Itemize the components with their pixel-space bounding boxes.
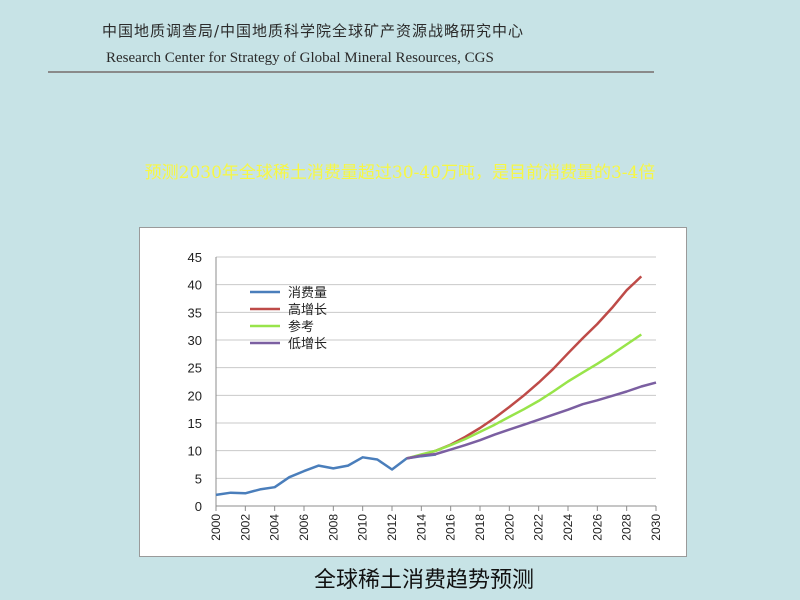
y-tick-label: 35 [188,305,202,320]
y-tick-label: 40 [188,278,202,293]
series-line-0 [215,453,437,497]
x-tick-label: 2026 [590,514,604,541]
slide-headline: 预测2030年全球稀土消费量超过30-40万吨，是目前消费量的3-4倍 [144,163,656,183]
x-tick-label: 2012 [385,514,399,541]
series-line-2 [406,333,643,460]
x-tick-label: 2016 [444,514,458,541]
legend-label: 消费量 [288,286,327,301]
header-title-cn: 中国地质调查局/中国地质科学院全球矿产资源战略研究中心 [102,22,525,40]
y-tick-label: 15 [188,416,202,431]
x-tick-label: 2020 [502,514,516,541]
y-tick-label: 25 [188,361,202,376]
x-tick-label: 2004 [268,514,282,541]
x-tick-label: 2022 [532,514,546,541]
header-divider [48,71,654,73]
header-title-en: Research Center for Strategy of Global M… [106,50,494,66]
x-tick-label: 2018 [473,514,487,541]
y-tick-label: 10 [188,444,202,459]
y-tick-label: 5 [195,471,202,486]
y-tick-label: 30 [188,333,202,348]
chart-container: 0 5 10 15 20 25 30 35 40 45 2000 2002 2004 2006 2008 20… [139,227,687,557]
x-tick-label: 2010 [356,514,370,541]
legend-label: 低增长 [288,337,327,352]
x-tick-label: 2028 [620,514,634,541]
line-chart: 0 5 10 15 20 25 30 35 40 45 2000 2002 2004 2006 2008 20… [188,250,663,541]
legend-label: 参考 [288,319,314,335]
series-line-3 [406,381,657,460]
y-tick-label: 0 [195,499,202,514]
x-tick-label: 2008 [326,514,340,541]
y-tick-label: 45 [188,250,202,265]
x-tick-label: 2006 [297,514,311,541]
y-tick-label: 20 [188,388,202,403]
x-tick-label: 2014 [414,514,428,541]
x-tick-label: 2030 [649,514,663,541]
x-tick-label: 2024 [561,514,575,541]
x-tick-label: 2000 [209,514,223,541]
legend-label: 高增长 [288,302,327,318]
x-tick-label: 2002 [238,514,252,541]
chart-caption: 全球稀土消费趋势预测 [313,568,534,593]
